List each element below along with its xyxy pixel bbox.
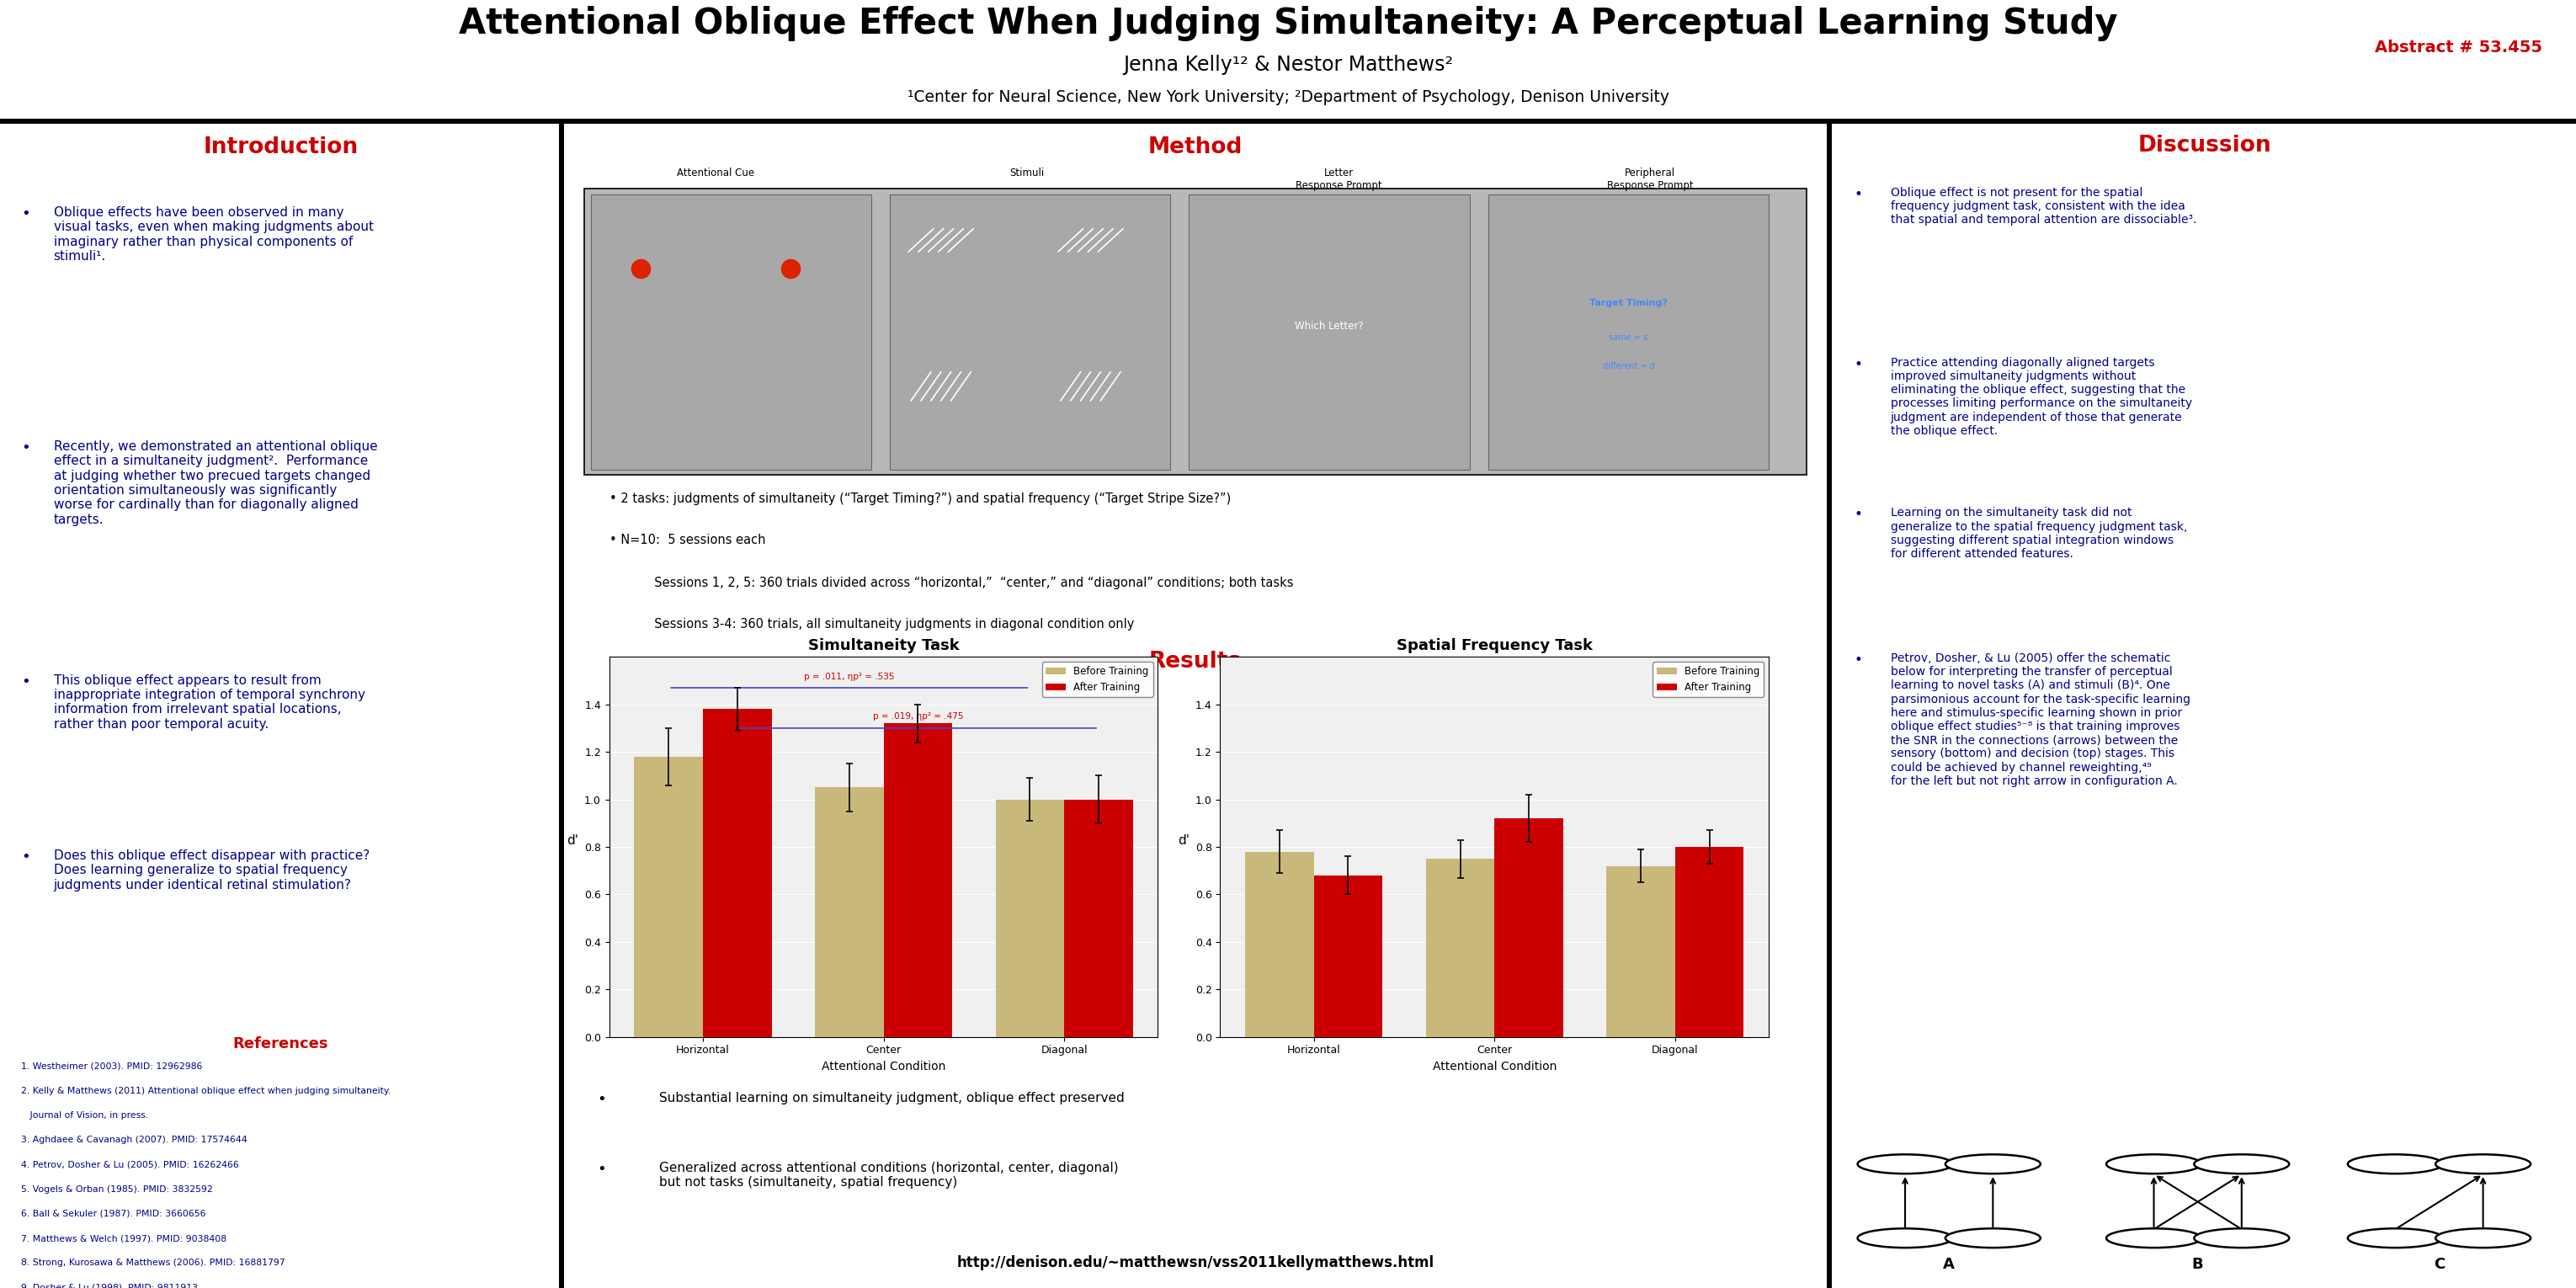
Text: Jenna Kelly¹² & Nestor Matthews²: Jenna Kelly¹² & Nestor Matthews² [1123,54,1453,75]
Text: •: • [21,206,31,222]
Text: Abstract # 53.455: Abstract # 53.455 [2375,40,2543,55]
FancyBboxPatch shape [585,188,1806,475]
Text: 1. Westheimer (2003). PMID: 12962986: 1. Westheimer (2003). PMID: 12962986 [21,1063,204,1070]
Circle shape [2107,1229,2202,1248]
Circle shape [2195,1154,2290,1173]
Text: Stimuli: Stimuli [1010,167,1043,179]
Circle shape [1857,1229,1953,1248]
Legend: Before Training, After Training: Before Training, After Training [1654,662,1765,697]
Text: Practice attending diagonally aligned targets
improved simultaneity judgments wi: Practice attending diagonally aligned ta… [1891,357,2192,437]
Text: http://denison.edu/~matthewsn/vss2011kellymatthews.html: http://denison.edu/~matthewsn/vss2011kel… [956,1256,1435,1270]
Text: Target Timing?: Target Timing? [1589,299,1667,308]
Text: Generalized across attentional conditions (horizontal, center, diagonal)
but not: Generalized across attentional condition… [659,1162,1118,1189]
Circle shape [1945,1154,2040,1173]
Text: Substantial learning on simultaneity judgment, oblique effect preserved: Substantial learning on simultaneity jud… [659,1091,1126,1104]
Text: Learning on the simultaneity task did not
generalize to the spatial frequency ju: Learning on the simultaneity task did no… [1891,507,2187,560]
FancyBboxPatch shape [889,194,1170,469]
Bar [1674,848,1744,1037]
Text: 3. Aghdaee & Cavanagh (2007). PMID: 17574644: 3. Aghdaee & Cavanagh (2007). PMID: 1757… [21,1136,247,1144]
Text: 6. Ball & Sekuler (1987). PMID: 3660656: 6. Ball & Sekuler (1987). PMID: 3660656 [21,1209,206,1218]
Text: Letter
Response Prompt: Letter Response Prompt [1296,167,1381,191]
Bar [1494,818,1564,1037]
Y-axis label: d': d' [567,835,580,848]
Bar [703,710,773,1037]
FancyBboxPatch shape [590,194,871,469]
Text: Results: Results [1149,650,1242,672]
Text: References: References [232,1037,330,1052]
Text: A: A [1942,1257,1955,1273]
Text: • 2 tasks: judgments of simultaneity (“Target Timing?”) and spatial frequency (“: • 2 tasks: judgments of simultaneity (“T… [611,493,1231,505]
Text: same = s: same = s [1610,334,1649,341]
Text: 9. Dosher & Lu (1998). PMID: 9811913: 9. Dosher & Lu (1998). PMID: 9811913 [21,1283,198,1288]
FancyBboxPatch shape [1489,194,1770,469]
Text: Introduction: Introduction [204,137,358,158]
Circle shape [2434,1154,2530,1173]
Text: •: • [21,850,31,864]
X-axis label: Attentional Condition: Attentional Condition [822,1060,945,1073]
Text: Does this oblique effect disappear with practice?
Does learning generalize to sp: Does this oblique effect disappear with … [54,850,368,891]
Text: Oblique effects have been observed in many
visual tasks, even when making judgme: Oblique effects have been observed in ma… [54,206,374,263]
FancyBboxPatch shape [1190,194,1468,469]
Text: •: • [1855,187,1862,202]
Text: Attentional Cue: Attentional Cue [677,167,755,179]
Text: •: • [1855,357,1862,372]
Text: •: • [598,1091,605,1106]
Circle shape [2434,1229,2530,1248]
Text: 8. Strong, Kurosawa & Matthews (2006). PMID: 16881797: 8. Strong, Kurosawa & Matthews (2006). P… [21,1258,286,1267]
Text: Recently, we demonstrated an attentional oblique
effect in a simultaneity judgme: Recently, we demonstrated an attentional… [54,440,376,526]
Text: 7. Matthews & Welch (1997). PMID: 9038408: 7. Matthews & Welch (1997). PMID: 903840… [21,1234,227,1243]
Text: Journal of Vision, in press.: Journal of Vision, in press. [21,1112,149,1119]
Text: Discussion: Discussion [2138,134,2272,156]
Circle shape [2347,1229,2442,1248]
Text: Sessions 3-4: 360 trials, all simultaneity judgments in diagonal condition only: Sessions 3-4: 360 trials, all simultanei… [647,618,1133,631]
Circle shape [2195,1229,2290,1248]
Text: Peripheral
Response Prompt: Peripheral Response Prompt [1607,167,1692,191]
Title: Spatial Frequency Task: Spatial Frequency Task [1396,638,1592,653]
Text: Sessions 1, 2, 5: 360 trials divided across “horizontal,”  “center,” and “diagon: Sessions 1, 2, 5: 360 trials divided acr… [647,577,1293,590]
Text: •: • [1855,653,1862,667]
Text: p = .019, ηp² = .475: p = .019, ηp² = .475 [873,712,963,721]
Circle shape [1857,1154,1953,1173]
Text: 4. Petrov, Dosher & Lu (2005). PMID: 16262466: 4. Petrov, Dosher & Lu (2005). PMID: 162… [21,1160,240,1170]
Text: ¹Center for Neural Science, New York University; ²Department of Psychology, Deni: ¹Center for Neural Science, New York Uni… [907,89,1669,104]
Legend: Before Training, After Training: Before Training, After Training [1041,662,1154,697]
Bar [994,800,1064,1037]
Text: 5. Vogels & Orban (1985). PMID: 3832592: 5. Vogels & Orban (1985). PMID: 3832592 [21,1185,214,1194]
Bar [1244,851,1314,1037]
Y-axis label: d': d' [1177,835,1190,848]
Text: • N=10:  5 sessions each: • N=10: 5 sessions each [611,533,765,546]
Text: different = d: different = d [1602,362,1654,371]
Text: •: • [1855,507,1862,523]
Text: 2. Kelly & Matthews (2011) Attentional oblique effect when judging simultaneity.: 2. Kelly & Matthews (2011) Attentional o… [21,1087,392,1095]
Bar [814,787,884,1037]
X-axis label: Attentional Condition: Attentional Condition [1432,1060,1556,1073]
Title: Simultaneity Task: Simultaneity Task [809,638,958,653]
Text: p = .011, ηp² = .535: p = .011, ηp² = .535 [804,672,894,680]
Text: Oblique effect is not present for the spatial
frequency judgment task, consisten: Oblique effect is not present for the sp… [1891,187,2197,225]
Text: •: • [598,1162,605,1177]
Text: This oblique effect appears to result from
inappropriate integration of temporal: This oblique effect appears to result fr… [54,674,366,730]
Circle shape [2347,1154,2442,1173]
Text: Method: Method [1149,137,1242,158]
Bar [884,724,953,1037]
Circle shape [1945,1229,2040,1248]
Text: Petrov, Dosher, & Lu (2005) offer the schematic
below for interpreting the trans: Petrov, Dosher, & Lu (2005) offer the sc… [1891,653,2190,787]
Text: •: • [21,674,31,689]
Text: •: • [21,440,31,455]
Circle shape [2107,1154,2202,1173]
Bar [1064,800,1133,1037]
Text: Attentional Oblique Effect When Judging Simultaneity: A Perceptual Learning Stud: Attentional Oblique Effect When Judging … [459,6,2117,41]
Bar [1607,866,1674,1037]
Text: Which Letter?: Which Letter? [1296,321,1363,332]
Bar [634,756,703,1037]
Text: C: C [2434,1257,2445,1273]
Bar [1314,876,1383,1037]
Text: B: B [2192,1257,2202,1273]
Bar [1427,859,1494,1037]
